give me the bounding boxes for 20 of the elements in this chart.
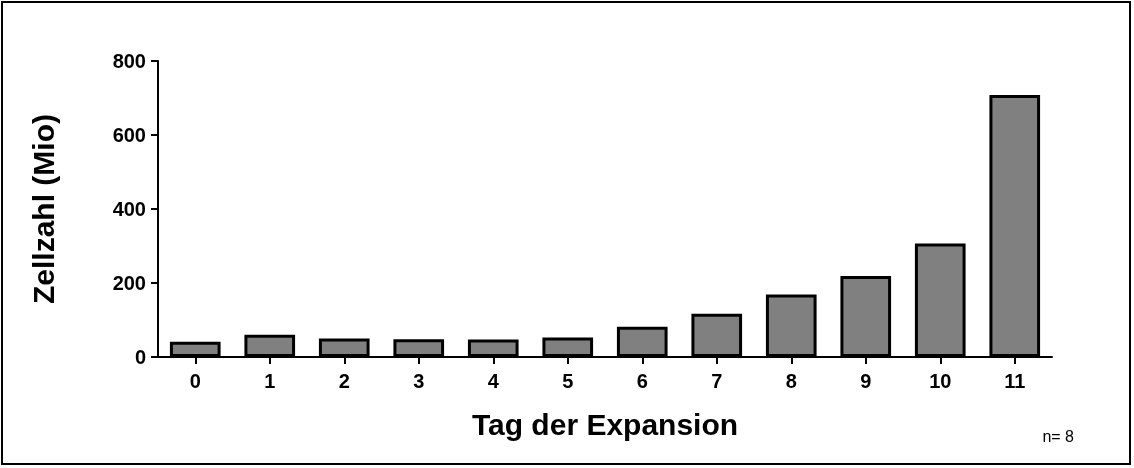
x-tick-label: 6	[636, 370, 648, 392]
y-tick-label: 200	[112, 272, 146, 294]
x-tick-label: 0	[189, 370, 201, 392]
x-tick-label: 3	[413, 370, 425, 392]
y-axis-title: Zellzahl (Mio)	[26, 114, 60, 304]
x-tick-label: 11	[1004, 370, 1026, 392]
y-tick-label: 400	[112, 198, 146, 220]
x-tick-label: 10	[929, 370, 952, 392]
x-tick-label: 8	[785, 370, 797, 392]
y-tick-label: 600	[112, 124, 146, 146]
x-tick-label: 4	[487, 370, 500, 392]
x-tick-label: 7	[711, 370, 723, 392]
x-tick-label: 1	[264, 370, 276, 392]
x-axis-title: Tag der Expansion	[471, 407, 739, 441]
x-tick-label: 9	[860, 370, 872, 392]
text: n= 8	[1042, 428, 1074, 446]
x-tick-label: 2	[338, 370, 350, 392]
y-tick-label: 0	[134, 346, 146, 368]
y-tick-label: 800	[112, 50, 146, 72]
x-tick-label: 5	[562, 370, 574, 392]
